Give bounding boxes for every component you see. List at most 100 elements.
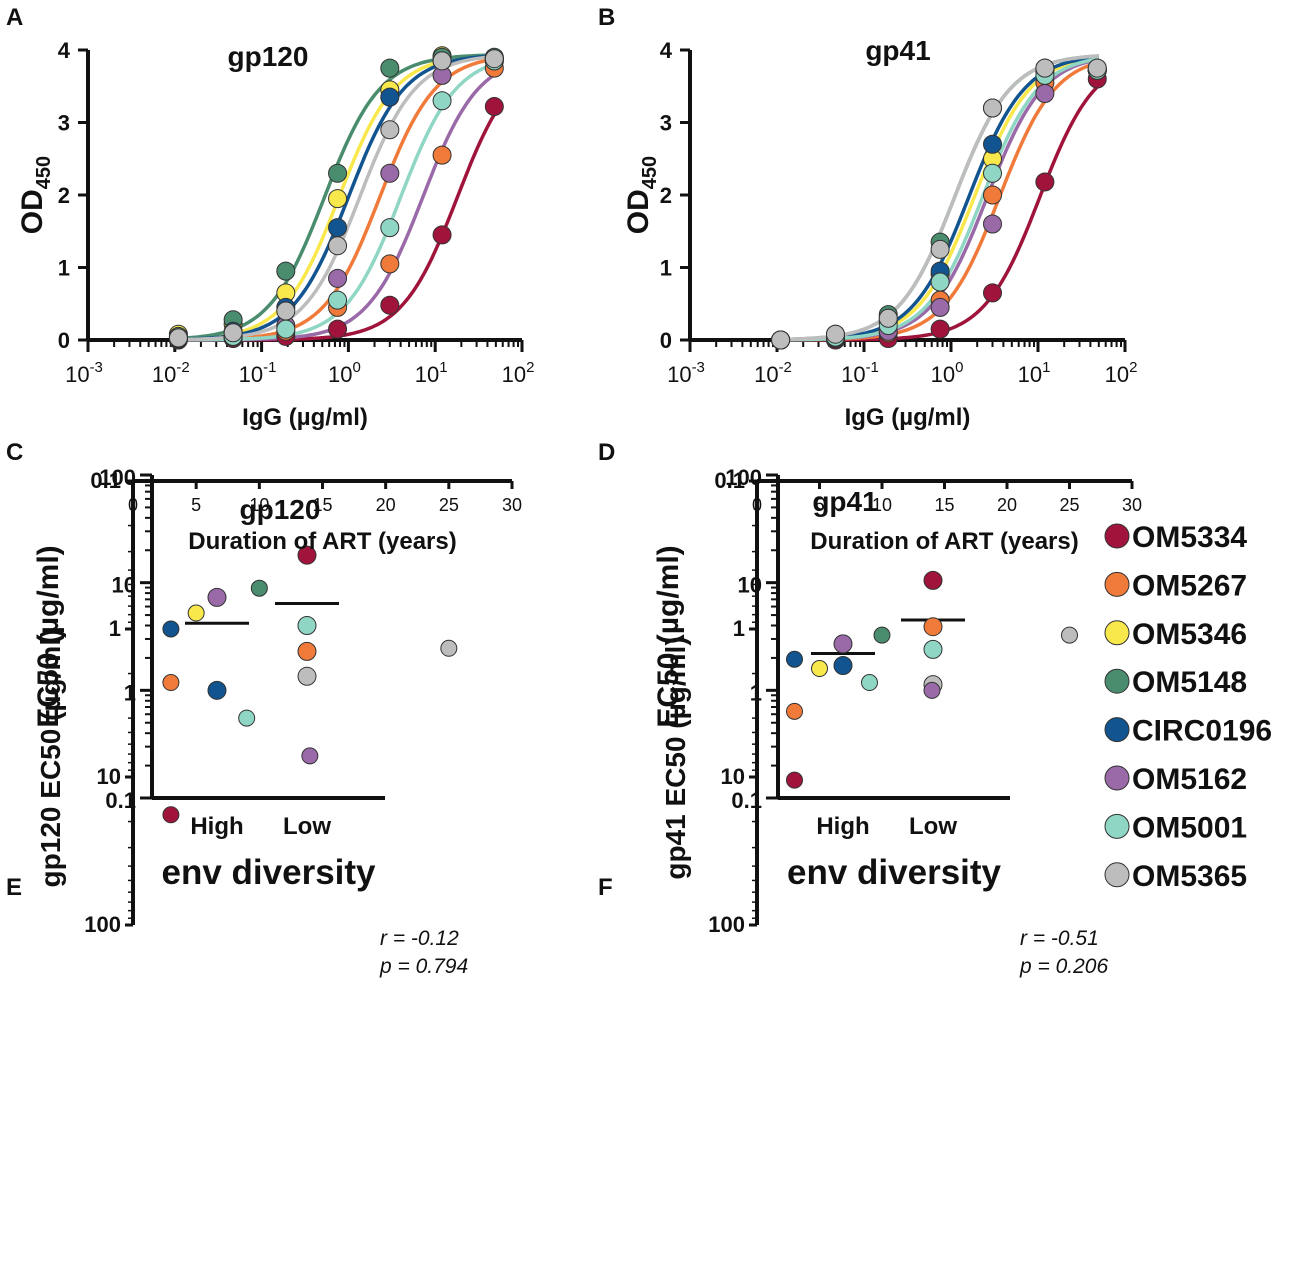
point-om5365 [1061, 626, 1078, 644]
x-tick-exponent: -3 [692, 359, 705, 376]
legend-swatch [1104, 620, 1130, 646]
x-tick-label: 30 [1122, 495, 1142, 515]
point-om5162 [328, 268, 348, 288]
x-tick-label: 10-2 [152, 359, 190, 387]
point-om5001 [930, 272, 950, 292]
point-om5334 [432, 225, 452, 245]
x-tick-exponent: 2 [526, 359, 534, 376]
x-tick-base: 10 [754, 362, 778, 387]
x-axis-label: env diversity [787, 853, 1002, 892]
point-om5162 [207, 587, 227, 607]
plot-title: gp41 [812, 486, 877, 517]
x-tick-label: 15 [934, 495, 954, 515]
x-tick-base: 10 [65, 362, 89, 387]
point-om5334 [162, 806, 180, 824]
y-tick-label: 1 [660, 256, 672, 281]
x-tick-label: 10 [249, 495, 269, 515]
x-tick-base: 10 [152, 362, 176, 387]
x-axis-label: Duration of ART (years) [188, 528, 456, 555]
y-axis-label: gp41 EC50 (µg/ml) [660, 636, 691, 879]
y-tick-label: 0.1 [714, 468, 745, 493]
point-om5148 [328, 163, 348, 183]
y-tick-label: 3 [58, 111, 70, 136]
legend-label: OM5346 [1132, 618, 1247, 651]
panel-letter: D [598, 439, 615, 466]
y-tick-label: 0.1 [90, 468, 121, 493]
point-om5334 [1035, 172, 1055, 192]
point-om5365 [930, 239, 950, 259]
point-om5267 [162, 674, 180, 692]
point-om5148 [873, 626, 891, 644]
x-tick-label: 25 [439, 495, 459, 515]
category-label: High [190, 813, 243, 840]
legend-swatch [1104, 523, 1130, 549]
point-circ0196 [786, 650, 803, 668]
panel-letter: A [6, 4, 23, 31]
point-om5001 [923, 639, 943, 659]
x-tick-exponent: 1 [439, 359, 447, 376]
legend-label: OM5001 [1132, 811, 1247, 844]
point-om5346 [811, 660, 828, 678]
panel-letter: C [6, 439, 23, 466]
point-om5267 [297, 641, 317, 661]
y-tick-label: 100 [99, 465, 136, 490]
x-tick-base: 10 [415, 362, 439, 387]
legend-swatch [1104, 668, 1130, 694]
legend-label: OM5148 [1132, 666, 1247, 699]
x-tick-label: 10 [872, 495, 892, 515]
point-om5334 [380, 295, 400, 315]
legend-label: CIRC0196 [1132, 715, 1272, 748]
legend: OM5334 OM5267 OM5346 OM5148 CIRC0196 OM5162 OM… [1104, 521, 1272, 893]
point-om5267 [786, 702, 803, 720]
category-label: Low [909, 813, 957, 840]
y-axis-label: EC50 (µg/ml) [32, 545, 65, 727]
point-om5334 [328, 319, 348, 339]
x-axis-label: IgG (µg/ml) [845, 404, 971, 431]
point-om5365 [380, 120, 400, 140]
x-tick-exponent: -3 [90, 359, 103, 376]
x-tick-exponent: 0 [352, 359, 360, 376]
x-tick-label: 101 [1018, 359, 1051, 387]
y-tick-label: 100 [708, 912, 745, 937]
y-axis-label: EC50 (µg/ml) [652, 545, 685, 727]
plot-title: gp120 [240, 494, 321, 525]
point-om5334 [930, 319, 950, 339]
point-circ0196 [380, 87, 400, 107]
y-tick-label: 1 [58, 256, 70, 281]
point-om5001 [983, 163, 1003, 183]
x-axis-label: env diversity [162, 853, 377, 892]
panel-e: E0.1110100051015202530Duration of ART (y… [6, 468, 522, 978]
point-om5162 [833, 634, 853, 654]
point-circ0196 [833, 656, 853, 676]
legend-swatch [1104, 571, 1130, 597]
point-om5365 [328, 236, 348, 256]
y-axis-label-main: OD [16, 189, 49, 234]
x-tick-exponent: 0 [955, 359, 963, 376]
point-om5001 [276, 319, 296, 339]
point-om5334 [786, 771, 803, 789]
point-om5267 [380, 254, 400, 274]
point-circ0196 [328, 218, 348, 238]
legend-swatch [1104, 765, 1130, 791]
y-tick-label: 4 [660, 38, 673, 63]
point-circ0196 [162, 620, 180, 638]
y-tick-label: 1 [109, 616, 121, 641]
x-tick-label: 102 [1105, 359, 1138, 387]
stat-p: p = 0.206 [1019, 955, 1108, 978]
y-tick-label: 10 [97, 764, 121, 789]
y-tick-label: 10 [721, 764, 745, 789]
y-axis-label: OD450 [16, 156, 55, 234]
point-om5001 [297, 616, 317, 636]
stat-r: r = -0.12 [380, 927, 459, 950]
point-om5365 [771, 330, 791, 350]
y-tick-label: 4 [58, 38, 71, 63]
x-axis-label: IgG (µg/ml) [242, 404, 368, 431]
point-om5365 [825, 324, 845, 344]
point-om5162 [983, 214, 1003, 234]
legend-label: OM5365 [1132, 860, 1247, 893]
point-om5267 [923, 617, 943, 637]
